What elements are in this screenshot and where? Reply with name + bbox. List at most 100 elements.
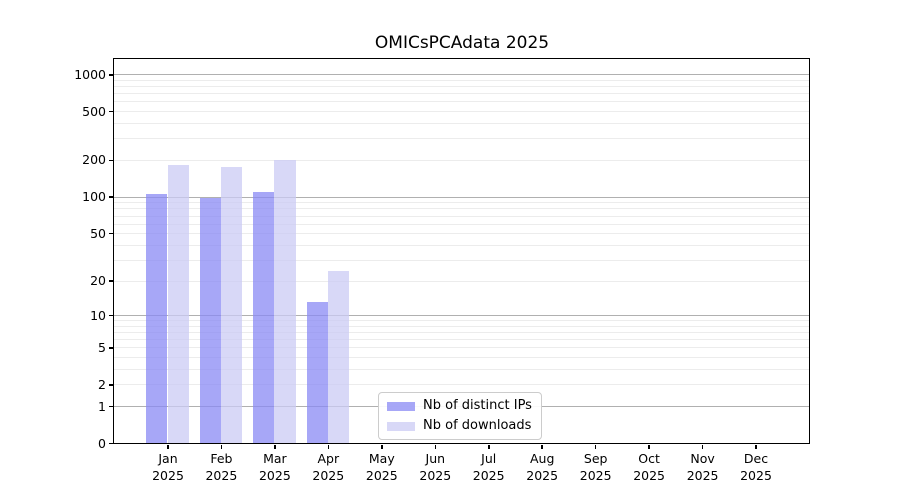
- gridline-minor: [114, 123, 809, 124]
- x-tick-mark: [488, 445, 490, 449]
- gridline-minor: [114, 384, 809, 386]
- y-tick-label: 1000: [74, 66, 106, 82]
- x-tick-label: Nov 2025: [671, 451, 735, 484]
- x-tick-label: May 2025: [350, 451, 414, 484]
- x-tick-label: Oct 2025: [617, 451, 681, 484]
- y-tick-label: 1: [98, 398, 106, 414]
- x-tick-month: Dec: [743, 451, 769, 466]
- x-tick-month: Apr: [317, 451, 340, 466]
- gridline-minor: [114, 325, 809, 327]
- x-tick-year: 2025: [258, 467, 291, 483]
- x-tick-month: Mar: [263, 451, 287, 466]
- y-tick-label: 500: [82, 103, 106, 119]
- x-tick-year: 2025: [365, 467, 398, 483]
- y-tick-label: 20: [90, 273, 106, 288]
- bar-distinct-ips-feb: [199, 198, 221, 443]
- x-tick-month: Sep: [583, 451, 608, 466]
- y-tick-mark: [109, 405, 113, 408]
- x-tick-mark: [381, 445, 383, 449]
- gridline-minor: [114, 280, 809, 282]
- x-tick-year: 2025: [419, 467, 452, 483]
- x-tick-mark: [167, 445, 169, 449]
- gridline-minor: [114, 347, 809, 349]
- gridline-minor: [114, 339, 809, 341]
- x-tick-month: May: [368, 451, 395, 466]
- legend-label-downloads: Nb of downloads: [423, 418, 532, 433]
- y-tick-mark: [109, 280, 113, 282]
- x-tick-month: Nov: [690, 451, 715, 466]
- gridline-minor: [114, 233, 809, 235]
- x-tick-year: 2025: [205, 467, 238, 483]
- y-tick-label: 10: [90, 307, 106, 323]
- x-tick-year: 2025: [152, 467, 184, 483]
- legend-item-distinct-ips: Nb of distinct IPs: [387, 398, 532, 414]
- gridline-minor: [114, 357, 809, 359]
- x-tick-mark: [274, 445, 276, 449]
- y-tick-mark: [109, 232, 113, 235]
- gridline-minor: [114, 369, 809, 370]
- bar-downloads-feb: [220, 167, 243, 443]
- y-tick-label: 5: [98, 339, 106, 355]
- y-tick-label: 0: [98, 435, 106, 451]
- x-tick-label: Mar 2025: [243, 451, 307, 484]
- x-tick-month: Oct: [638, 451, 660, 466]
- y-tick-mark: [109, 74, 113, 76]
- legend-swatch-downloads: [387, 421, 415, 431]
- gridline-minor: [114, 111, 809, 113]
- x-tick-month: Feb: [210, 451, 233, 466]
- gridline-major: [114, 315, 809, 316]
- y-tick-label: 2: [98, 376, 106, 392]
- x-tick-year: 2025: [526, 467, 559, 483]
- x-tick-label: Dec 2025: [724, 451, 788, 484]
- y-tick-label: 100: [82, 189, 106, 205]
- gridline-minor: [114, 79, 809, 81]
- x-tick-month: Aug: [529, 451, 555, 466]
- y-tick-mark: [109, 347, 113, 349]
- x-tick-year: 2025: [686, 467, 719, 483]
- x-tick-mark: [541, 445, 543, 449]
- y-tick-label: 50: [90, 225, 106, 241]
- x-tick-label: Sep 2025: [564, 451, 628, 484]
- gridline-minor: [114, 244, 809, 246]
- gridline-minor: [114, 159, 809, 161]
- gridline-minor: [114, 332, 809, 333]
- bar-distinct-ips-apr: [306, 302, 328, 443]
- bar-downloads-mar: [274, 159, 296, 443]
- legend: Nb of distinct IPs Nb of downloads: [378, 392, 542, 440]
- bar-downloads-jan: [167, 164, 189, 443]
- x-tick-year: 2025: [472, 467, 505, 483]
- y-tick-mark: [109, 196, 113, 198]
- y-tick-mark: [109, 159, 113, 162]
- x-tick-year: 2025: [633, 467, 665, 483]
- x-tick-year: 2025: [579, 467, 612, 483]
- x-tick-label: Jul 2025: [457, 451, 521, 484]
- y-tick-mark: [109, 442, 113, 445]
- gridline-minor: [114, 208, 809, 210]
- x-tick-mark: [701, 445, 704, 449]
- chart-title: OMICsPCAdata 2025: [374, 33, 550, 53]
- x-tick-label: Apr 2025: [296, 451, 360, 484]
- legend-swatch-distinct-ips: [387, 401, 415, 411]
- x-tick-mark: [594, 445, 597, 449]
- x-tick-mark: [327, 445, 330, 449]
- legend-item-downloads: Nb of downloads: [387, 418, 532, 434]
- x-tick-mark: [648, 445, 650, 449]
- gridline-minor: [114, 259, 809, 261]
- gridline-minor: [114, 223, 809, 225]
- bar-distinct-ips-jan: [146, 193, 168, 443]
- x-tick-month: Jan: [158, 451, 178, 466]
- x-tick-year: 2025: [312, 467, 345, 483]
- legend-label-distinct-ips: Nb of distinct IPs: [423, 398, 532, 413]
- x-tick-month: Jul: [481, 451, 497, 466]
- y-tick-mark: [109, 384, 113, 386]
- plot-area: [113, 58, 810, 444]
- gridline-major: [114, 196, 809, 198]
- gridline-minor: [114, 215, 809, 217]
- y-tick-label: 200: [82, 152, 106, 168]
- gridline-minor: [114, 138, 809, 140]
- x-tick-mark: [220, 445, 223, 449]
- bar-downloads-apr: [327, 271, 350, 443]
- gridline-minor: [114, 86, 809, 88]
- x-tick-label: Jan 2025: [136, 451, 200, 484]
